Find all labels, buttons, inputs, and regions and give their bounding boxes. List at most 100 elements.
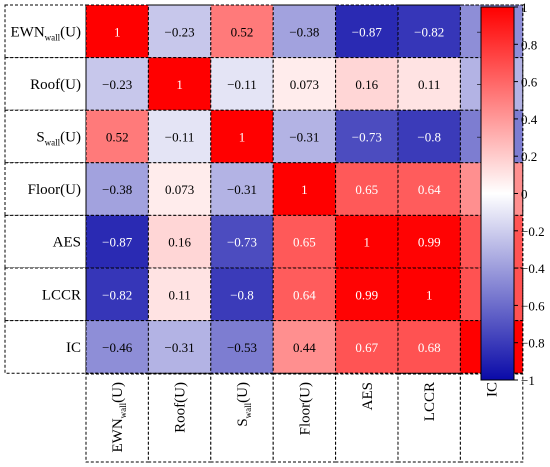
colorbar-tick-label: 0.6	[521, 75, 538, 90]
colorbar-tick-label: −0.6	[521, 298, 545, 313]
heatmap-cell	[397, 4, 461, 59]
cell-value-label: 0.65	[355, 182, 378, 197]
heatmap-cell	[210, 57, 274, 111]
cell-value-label: −0.53	[227, 340, 257, 355]
row-label-box	[4, 214, 87, 269]
cell-value-label: 0.64	[293, 287, 316, 302]
colorbar-tick-label: −0.8	[521, 336, 545, 351]
colorbar-tick-label: 0	[521, 187, 528, 202]
heatmap-cell	[397, 214, 461, 269]
cell-value-label: 1	[364, 235, 371, 250]
heatmap-cell	[147, 267, 212, 322]
cell-value-label: 0.67	[355, 340, 378, 355]
column-label: LCCR	[422, 382, 438, 421]
row-label-box	[4, 109, 87, 164]
column-label-box	[397, 373, 461, 463]
heatmap-cell	[397, 320, 461, 374]
heatmap-cell	[210, 267, 274, 322]
heatmap-cell	[335, 214, 399, 269]
heatmap-cell	[85, 57, 149, 111]
heatmap-cell	[397, 267, 461, 322]
cell-value-label: 0.11	[418, 77, 440, 92]
cell-value-label: −0.87	[102, 235, 133, 250]
column-label-box	[335, 373, 399, 463]
heatmap-cell	[147, 214, 212, 269]
row-label: Floor(U)	[28, 182, 81, 198]
colorbar-tick-label: −0.2	[521, 224, 545, 239]
heatmap-cell	[147, 162, 212, 216]
row-label: AES	[53, 235, 81, 251]
cell-value-label: 0.65	[293, 235, 316, 250]
column-label-box	[147, 373, 212, 463]
cell-value-label: −0.11	[227, 77, 257, 92]
cell-value-label: 0.11	[168, 287, 190, 302]
heatmap-cell	[147, 320, 212, 374]
column-label-box	[459, 373, 524, 463]
column-labels: EWNwall(U) Roof(U) Swall(U) Floor(U) AES LCCR…	[85, 373, 524, 463]
column-label-box	[85, 373, 149, 463]
cell-value-label: 0.073	[290, 77, 319, 92]
cell-value-label: −0.11	[165, 130, 195, 145]
cell-value-label: −0.23	[165, 24, 195, 39]
colorbar-tick-label: 0.8	[521, 37, 537, 52]
row-label-box	[4, 4, 87, 59]
row-label: Roof(U)	[30, 77, 81, 93]
colorbar-tick-label: 1	[521, 0, 528, 15]
cell-value-label: −0.8	[417, 130, 441, 145]
cell-value-label: 1	[114, 24, 121, 39]
cell-value-label: −0.73	[352, 130, 382, 145]
row-label: EWNwall(U)	[11, 24, 81, 42]
colorbar-tick-label: 0.4	[521, 112, 538, 127]
cell-value-label: 1	[301, 182, 308, 197]
cell-value-label: −0.31	[165, 340, 195, 355]
cell-value-label: 0.16	[355, 77, 378, 92]
cell-value-label: −0.73	[227, 235, 257, 250]
column-label: EWNwall(U)	[110, 382, 128, 452]
cell-value-label: −0.38	[289, 24, 319, 39]
cell-value-label: −0.8	[230, 287, 254, 302]
heatmap-cell	[272, 320, 337, 374]
heatmap-cell	[210, 162, 274, 216]
row-label-box	[4, 267, 87, 322]
row-labels: EWNwall(U)Roof(U)Swall(U)Floor(U)AESLCCR…	[4, 4, 87, 374]
heatmap-cell	[272, 214, 337, 269]
cell-value-label: 0.64	[418, 182, 441, 197]
heatmap-cell	[335, 162, 399, 216]
cell-value-label: 1	[426, 287, 433, 302]
colorbar-tick-label: −0.4	[521, 261, 545, 276]
heatmap-cell	[272, 4, 337, 59]
heatmap-cell	[210, 109, 274, 164]
heatmap-cell	[210, 320, 274, 374]
cell-value-label: 0.52	[231, 24, 254, 39]
heatmap-cell	[335, 57, 399, 111]
cell-value-label: −0.46	[102, 340, 133, 355]
heatmap-cell	[85, 214, 149, 269]
colorbar: 1 0.8 0.6 0.4 0.2 0 −0.2 −0.4 −0.6 −0.8 −1	[480, 0, 545, 388]
cell-value-label: −0.82	[102, 287, 132, 302]
column-label: AES	[360, 382, 376, 410]
colorbar-gradient	[480, 6, 515, 381]
cell-value-label: −0.31	[289, 130, 319, 145]
cell-value-label: 0.68	[418, 340, 441, 355]
heatmap-cell	[147, 109, 212, 164]
row-label: IC	[66, 340, 81, 356]
column-label: IC	[485, 382, 501, 397]
cell-value-label: 0.99	[418, 235, 441, 250]
column-label: Floor(U)	[297, 382, 313, 435]
heatmap-cells: 1 −0.23 0.52 −0.38 −0.87 −0.82 −0.46 −0.23 1 −0.1…	[85, 4, 524, 374]
cell-value-label: 1	[176, 77, 183, 92]
colorbar-tick-label: −1	[521, 373, 535, 388]
heatmap-cell	[85, 320, 149, 374]
heatmap-cell	[147, 4, 212, 59]
heatmap-cell	[272, 162, 337, 216]
heatmap-cell	[210, 214, 274, 269]
cell-value-label: −0.23	[102, 77, 132, 92]
row-label: LCCR	[42, 287, 81, 303]
cell-value-label: −0.82	[414, 24, 444, 39]
cell-value-label: −0.38	[102, 182, 132, 197]
cell-value-label: 0.99	[355, 287, 378, 302]
grid-border	[85, 4, 524, 374]
cell-value-label: 0.073	[165, 182, 194, 197]
heatmap-cell	[85, 162, 149, 216]
